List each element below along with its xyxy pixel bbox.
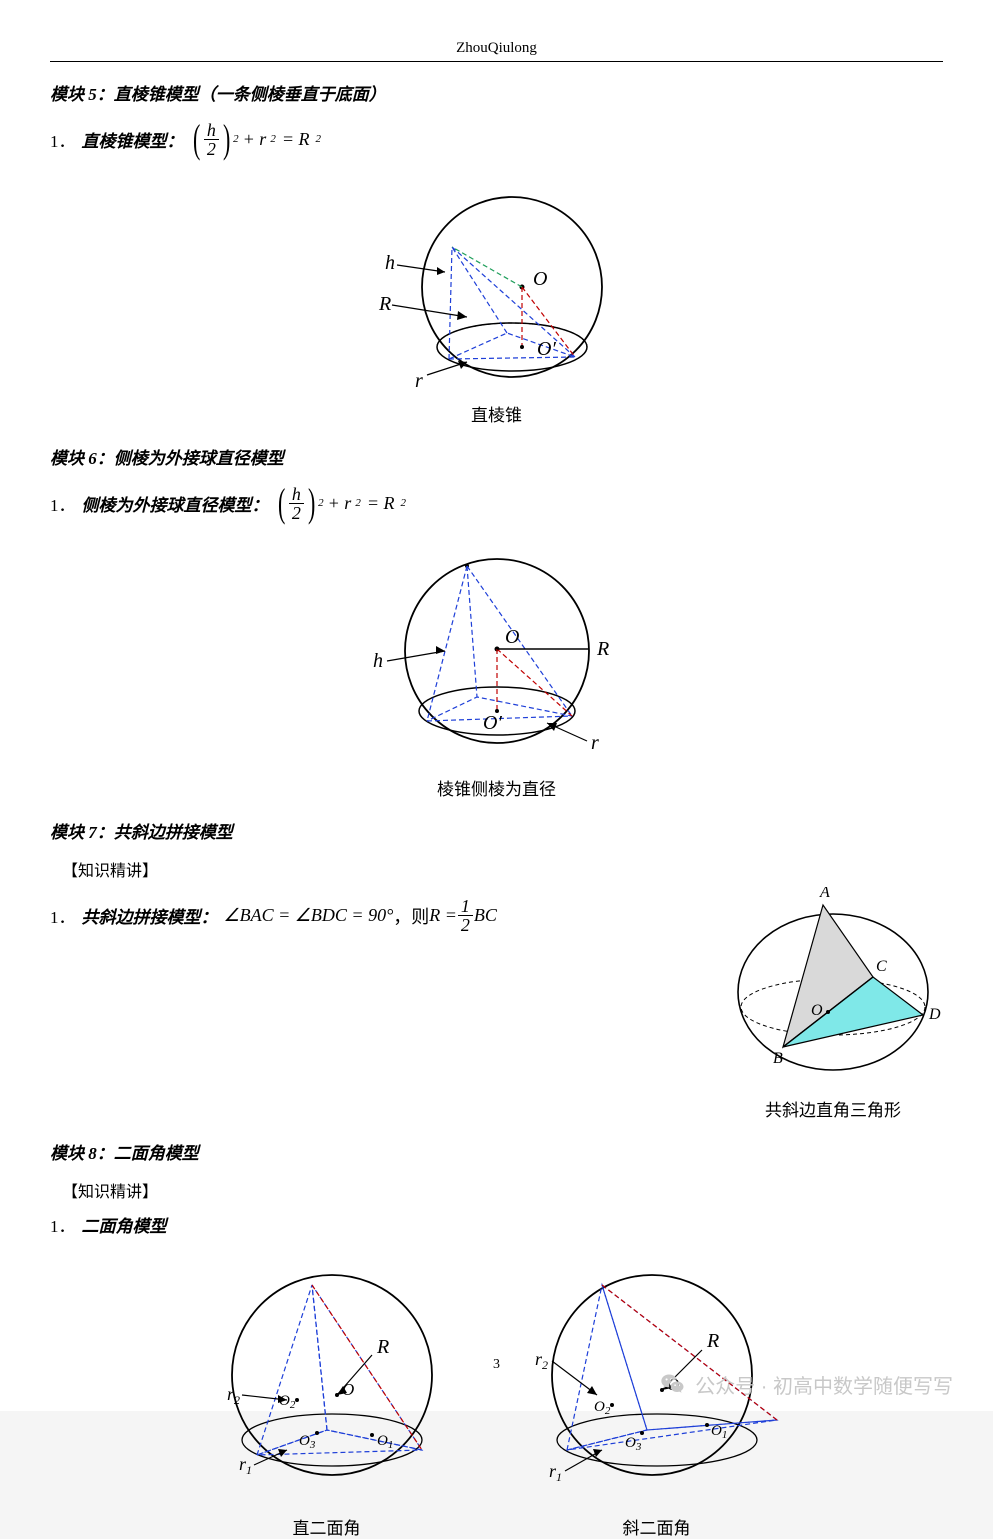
module6-label: 侧棱为外接球直径模型： xyxy=(82,491,269,516)
module5-caption: 直棱锥 xyxy=(50,401,943,426)
module5-label: 直棱锥模型： xyxy=(82,127,184,152)
item-number: 1． xyxy=(50,127,76,152)
svg-text:r2: r2 xyxy=(227,1384,240,1407)
module8-label: 二面角模型 xyxy=(82,1212,167,1237)
wechat-icon xyxy=(659,1371,687,1399)
module7-formula: ∠BAC = ∠BDC = 90° ，则 R = 12 BC xyxy=(224,897,497,934)
module6-caption: 棱锥侧棱为直径 xyxy=(50,775,943,800)
svg-text:O′: O′ xyxy=(537,338,556,360)
item-number: 1． xyxy=(50,903,76,928)
module8-figure-left: R r2 r1 O O2 O1 O3 xyxy=(187,1255,467,1505)
svg-text:O: O xyxy=(533,268,547,290)
svg-text:O: O xyxy=(505,626,519,648)
svg-text:r1: r1 xyxy=(239,1454,252,1477)
module8-item: 1． 二面角模型 xyxy=(50,1212,943,1237)
module8-title: 模块 8：二面角模型 xyxy=(50,1139,943,1164)
svg-text:O′: O′ xyxy=(483,712,502,734)
svg-text:r: r xyxy=(591,732,599,754)
module5-item: 1． 直棱锥模型： ( h2 )2 + r2 = R2 xyxy=(50,119,943,159)
svg-text:h: h xyxy=(373,650,383,672)
svg-text:h: h xyxy=(385,252,395,274)
module8-sub: 【知识精讲】 xyxy=(62,1178,943,1202)
svg-text:R: R xyxy=(706,1330,719,1352)
svg-text:O2: O2 xyxy=(594,1399,611,1417)
module7-label: 共斜边拼接模型： xyxy=(82,903,218,928)
watermark: 公众号 · 初高中数学随便写写 xyxy=(659,1370,953,1399)
module6-formula: ( h2 )2 + r2 = R2 xyxy=(275,483,406,523)
svg-text:R: R xyxy=(376,1336,389,1358)
svg-text:D: D xyxy=(928,1006,941,1023)
module7-sub: 【知识精讲】 xyxy=(62,857,943,881)
svg-text:O3: O3 xyxy=(299,1433,316,1451)
watermark-prefix: 公众号 · xyxy=(695,1376,773,1398)
module5-figure: h R r O O′ xyxy=(357,177,637,397)
svg-text:R: R xyxy=(596,638,609,660)
module7-title: 模块 7：共斜边拼接模型 xyxy=(50,818,943,843)
module8-caption-left: 直二面角 xyxy=(187,1514,467,1539)
svg-text:O1: O1 xyxy=(711,1423,727,1441)
module5-title: 模块 5：直棱锥模型（一条侧棱垂直于底面） xyxy=(50,80,943,105)
item-number: 1． xyxy=(50,1212,76,1237)
module7-item: 1． 共斜边拼接模型： ∠BAC = ∠BDC = 90° ，则 R = 12 … xyxy=(50,897,703,934)
module6-figure: h O R O′ r xyxy=(347,541,647,771)
svg-text:r1: r1 xyxy=(549,1461,562,1484)
module7-caption: 共斜边直角三角形 xyxy=(723,1096,943,1121)
module5-formula: ( h2 )2 + r2 = R2 xyxy=(190,119,321,159)
module6-title: 模块 6：侧棱为外接球直径模型 xyxy=(50,444,943,469)
header-rule xyxy=(50,61,943,62)
watermark-name: 初高中数学随便写写 xyxy=(773,1376,953,1398)
svg-text:B: B xyxy=(773,1050,783,1067)
svg-text:O: O xyxy=(811,1002,823,1019)
svg-text:O3: O3 xyxy=(625,1435,642,1453)
module6-item: 1． 侧棱为外接球直径模型： ( h2 )2 + r2 = R2 xyxy=(50,483,943,523)
module7-figure: A B C D O xyxy=(723,887,943,1087)
svg-text:C: C xyxy=(876,958,887,975)
item-number: 1． xyxy=(50,491,76,516)
svg-text:O2: O2 xyxy=(279,1393,296,1411)
svg-text:O: O xyxy=(342,1380,354,1399)
svg-text:R: R xyxy=(378,293,391,315)
module8-caption-right: 斜二面角 xyxy=(507,1514,807,1539)
svg-text:A: A xyxy=(819,887,830,901)
header-author: ZhouQiulong xyxy=(50,40,943,57)
svg-text:O1: O1 xyxy=(377,1433,393,1451)
svg-text:r: r xyxy=(415,370,423,392)
